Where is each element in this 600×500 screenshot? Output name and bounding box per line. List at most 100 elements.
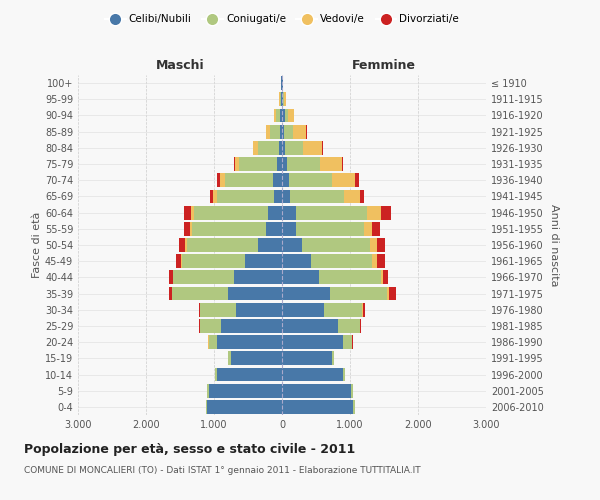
Bar: [282, 384, 352, 398]
Bar: [282, 206, 296, 220]
Bar: [360, 319, 361, 333]
Bar: [239, 157, 277, 171]
Bar: [287, 157, 320, 171]
Bar: [215, 368, 217, 382]
Bar: [290, 190, 344, 203]
Bar: [234, 157, 235, 171]
Bar: [311, 254, 372, 268]
Bar: [235, 157, 239, 171]
Bar: [173, 270, 235, 284]
Bar: [342, 157, 343, 171]
Bar: [282, 286, 329, 300]
Bar: [322, 141, 323, 154]
Bar: [284, 92, 286, 106]
Bar: [282, 319, 338, 333]
Y-axis label: Fasce di età: Fasce di età: [32, 212, 42, 278]
Bar: [214, 190, 217, 203]
Bar: [182, 254, 245, 268]
Bar: [282, 270, 319, 284]
Y-axis label: Anni di nascita: Anni di nascita: [549, 204, 559, 286]
Bar: [380, 206, 391, 220]
Bar: [220, 174, 225, 187]
Bar: [372, 254, 377, 268]
Bar: [363, 303, 365, 316]
Bar: [370, 238, 377, 252]
Bar: [207, 400, 282, 414]
Bar: [338, 319, 359, 333]
Bar: [279, 92, 280, 106]
Bar: [332, 174, 355, 187]
Bar: [282, 222, 296, 235]
Bar: [274, 190, 282, 203]
Bar: [209, 384, 282, 398]
Bar: [372, 222, 380, 235]
Bar: [296, 222, 364, 235]
Bar: [179, 238, 185, 252]
Text: COMUNE DI MONCALIERI (TO) - Dati ISTAT 1° gennaio 2011 - Elaborazione TUTTITALIA: COMUNE DI MONCALIERI (TO) - Dati ISTAT 1…: [24, 466, 421, 475]
Bar: [280, 108, 282, 122]
Bar: [319, 270, 380, 284]
Bar: [268, 206, 282, 220]
Bar: [353, 400, 355, 414]
Bar: [217, 368, 282, 382]
Bar: [176, 254, 181, 268]
Bar: [236, 303, 282, 316]
Bar: [169, 286, 172, 300]
Bar: [362, 303, 363, 316]
Bar: [200, 319, 221, 333]
Bar: [296, 206, 367, 220]
Bar: [289, 174, 332, 187]
Bar: [281, 76, 282, 90]
Bar: [283, 92, 284, 106]
Bar: [282, 108, 285, 122]
Bar: [344, 190, 359, 203]
Bar: [282, 92, 283, 106]
Bar: [377, 254, 385, 268]
Bar: [282, 157, 287, 171]
Bar: [235, 270, 282, 284]
Bar: [199, 303, 200, 316]
Bar: [383, 270, 388, 284]
Bar: [172, 286, 227, 300]
Bar: [332, 352, 334, 365]
Legend: Celibi/Nubili, Coniugati/e, Vedovi/e, Divorziati/e: Celibi/Nubili, Coniugati/e, Vedovi/e, Di…: [101, 10, 463, 29]
Bar: [284, 125, 293, 138]
Bar: [282, 303, 324, 316]
Bar: [367, 206, 380, 220]
Bar: [274, 108, 276, 122]
Bar: [228, 352, 231, 365]
Bar: [200, 303, 236, 316]
Bar: [359, 190, 364, 203]
Bar: [364, 222, 372, 235]
Bar: [352, 384, 353, 398]
Bar: [282, 76, 283, 90]
Bar: [282, 141, 285, 154]
Bar: [231, 352, 282, 365]
Text: Femmine: Femmine: [352, 59, 416, 72]
Bar: [288, 108, 293, 122]
Text: Popolazione per età, sesso e stato civile - 2011: Popolazione per età, sesso e stato civil…: [24, 442, 355, 456]
Bar: [206, 384, 209, 398]
Bar: [285, 141, 303, 154]
Bar: [343, 336, 352, 349]
Bar: [320, 157, 342, 171]
Bar: [184, 222, 190, 235]
Bar: [285, 108, 288, 122]
Bar: [282, 238, 302, 252]
Bar: [169, 270, 173, 284]
Bar: [280, 125, 282, 138]
Bar: [380, 270, 383, 284]
Bar: [191, 206, 194, 220]
Bar: [278, 141, 282, 154]
Bar: [282, 368, 343, 382]
Bar: [282, 352, 332, 365]
Bar: [194, 206, 268, 220]
Bar: [281, 92, 282, 106]
Bar: [217, 190, 274, 203]
Bar: [280, 92, 281, 106]
Bar: [270, 125, 280, 138]
Bar: [185, 238, 187, 252]
Bar: [266, 125, 270, 138]
Bar: [282, 174, 289, 187]
Bar: [187, 238, 258, 252]
